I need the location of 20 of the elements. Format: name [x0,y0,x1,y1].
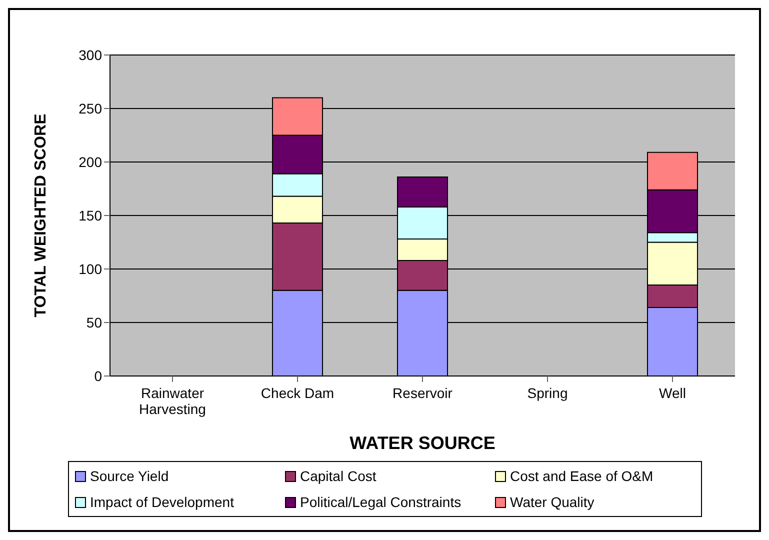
y-tick-label: 150 [78,207,102,224]
legend-label: Impact of Development [90,494,234,510]
legend-label: Capital Cost [300,468,376,484]
x-tick-label: Check Dam [260,385,334,401]
legend-label: Cost and Ease of O&M [510,468,654,484]
legend-label: Political/Legal Constraints [300,494,462,510]
y-tick-label: 100 [78,260,102,277]
x-tick-label: Reservoir [392,385,453,401]
legend-label: Source Yield [90,468,169,484]
x-tick-label: Well [659,385,686,401]
y-tick-label: 200 [78,154,102,170]
x-axis-title: WATER SOURCE [350,433,496,453]
y-tick-label: 50 [86,314,102,330]
y-tick-label: 300 [78,46,102,63]
x-tick-label: Spring [527,385,568,401]
y-tick-label: 250 [78,100,102,116]
y-axis-title: TOTAL WEIGHTED SCORE [32,113,50,318]
x-tick-label: Rainwater Harvesting [139,385,206,417]
legend-label: Water Quality [510,494,594,510]
y-tick-label: 0 [94,368,102,384]
